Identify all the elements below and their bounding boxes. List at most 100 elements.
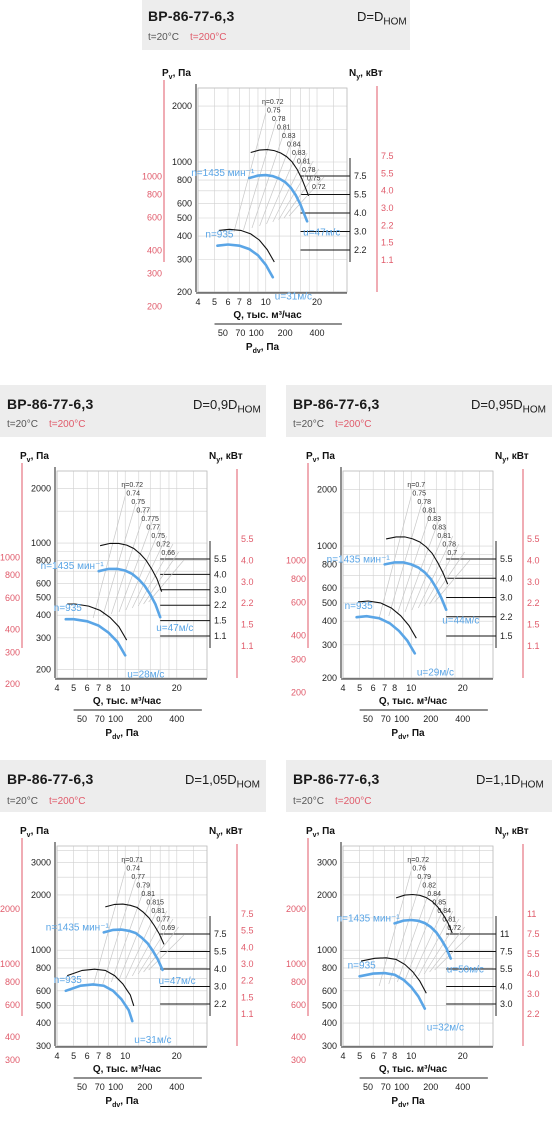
chart-panel-d095: ВР-86-77-6,3 D=0,95DНОМ t=20°C t=200°C 200 30…	[286, 385, 552, 745]
n-axis-title: Ny, кВт	[209, 826, 243, 839]
n-axis-title-sub: y	[216, 457, 220, 464]
n-red-tick-label: 2.2	[527, 598, 540, 608]
n-tick-label: 5.5	[500, 964, 513, 974]
n-red-tick-label: 4.0	[381, 186, 394, 196]
pdv-tick-label: 400	[455, 714, 470, 724]
y-tick-label: 1000	[317, 541, 337, 551]
n-red-tick-label: 2.2	[381, 220, 394, 230]
pressure-curve-935	[358, 971, 427, 1010]
pdv-tick-label: 50	[218, 328, 228, 338]
y-red-tick-label: 600	[291, 1000, 306, 1010]
x-tick-label: 4	[54, 1051, 59, 1061]
efficiency-label: 0.79	[136, 883, 150, 890]
efficiency-label: 0.82	[422, 883, 436, 890]
chart-title: ВР-86-77-6,3	[293, 771, 380, 787]
y-axis-title: Pv, Па	[306, 451, 335, 464]
n-red-tick-label: 1.1	[241, 641, 254, 651]
y-red-tick-label: 600	[291, 597, 306, 607]
rpm-label-935: n=935	[54, 975, 83, 986]
n-tick-label: 4.0	[214, 569, 227, 579]
pdv-axis-title: Pdv, Па	[391, 1096, 425, 1109]
efficiency-label: 0.81	[277, 125, 291, 132]
rpm-label-1435: n=1435 мин⁻¹	[191, 168, 255, 179]
efficiency-label: 0.66	[161, 550, 175, 557]
pressure-curve-935	[355, 614, 417, 655]
n-red-tick-label: 3.0	[241, 959, 254, 969]
y-red-tick-label: 300	[291, 1055, 306, 1065]
x-tick-label: 10	[261, 297, 271, 307]
temp-200-label: t=200°C	[335, 796, 372, 807]
efficiency-line	[417, 535, 454, 609]
efficiency-label: η=0.72	[262, 99, 284, 106]
pressure-curve-1435	[393, 918, 452, 960]
y-tick-label: 2000	[317, 484, 337, 494]
efficiency-label: 0.77	[146, 525, 160, 532]
efficiency-label: 0.775	[141, 516, 159, 523]
y-red-tick-label: 400	[5, 625, 20, 635]
efficiency-label: 0.75	[307, 176, 321, 183]
power-curve	[67, 968, 135, 1007]
efficiency-lines	[378, 870, 471, 987]
efficiency-line	[388, 503, 422, 617]
efficiency-label: 0.78	[302, 167, 316, 174]
y-tick-label: 1000	[31, 538, 51, 548]
power-curve	[395, 893, 453, 934]
x-tick-label: 5	[212, 297, 217, 307]
y-tick-label: 800	[322, 559, 337, 569]
x-tick-label: 4	[340, 683, 345, 693]
chart-svg: 300 400 500 600 800 1000 2000 3000 300 400 600 800 1…	[286, 826, 540, 1109]
n-tick-label: 2.2	[214, 999, 227, 1009]
efficiency-line	[111, 886, 146, 983]
pdv-axis-title-sub: dv	[253, 348, 261, 355]
pdv-axis-title-unit: , Па	[120, 1096, 139, 1107]
pdv-axis-title: Pdv, Па	[105, 1096, 139, 1109]
pressure-curve-1435	[383, 561, 448, 611]
pdv-tick-label: 200	[423, 714, 438, 724]
n-tick-label: 3.0	[500, 593, 513, 603]
n-tick-label: 5.5	[214, 947, 227, 957]
pdv-axis-title-sub: dv	[112, 1102, 120, 1109]
y-tick-label: 300	[36, 1041, 51, 1051]
n-red-tick-label: 4.0	[527, 555, 540, 565]
chart-header: ВР-86-77-6,3 D=1,05DНОМ t=20°C t=200°C	[0, 760, 266, 812]
y-tick-label: 600	[36, 986, 51, 996]
x-axis-title: Q, тыс. м³/час	[379, 1064, 448, 1075]
n-red-tick-label: 1.1	[241, 1009, 254, 1019]
efficiency-line	[434, 934, 471, 971]
efficiency-line	[423, 543, 460, 607]
grid	[56, 470, 208, 678]
efficiency-label: 0.78	[417, 499, 431, 506]
chart-panel-d090: ВР-86-77-6,3 D=0,9DНОМ t=20°C t=200°C 200 300…	[0, 385, 266, 745]
x-tick-label: 6	[85, 683, 90, 693]
y-tick-label: 500	[322, 598, 337, 608]
x-tick-label: 10	[406, 1051, 416, 1061]
y-red-tick-label: 300	[291, 654, 306, 664]
y-tick-label: 800	[36, 556, 51, 566]
y-tick-label: 300	[36, 633, 51, 643]
velocity-label-high: u=44м/с	[442, 616, 479, 627]
rpm-label-1435: n=1435 мин⁻¹	[46, 922, 110, 933]
pressure-curve-1435	[97, 567, 162, 619]
n-tick-label: 2.2	[354, 245, 367, 255]
efficiency-label: 0.72	[156, 542, 170, 549]
efficiency-line	[404, 519, 440, 613]
n-tick-label: 3.0	[214, 585, 227, 595]
y-red-tick-label: 400	[5, 1032, 20, 1042]
y-red-tick-label: 1000	[142, 171, 162, 181]
y-axis-title-unit: , Па	[31, 451, 50, 462]
y-axis-title-sub: v	[313, 457, 317, 464]
chart-panel-d110: ВР-86-77-6,3 D=1,1DНОМ t=20°C t=200°C 300 400…	[286, 760, 552, 1127]
y-tick-label: 500	[36, 1000, 51, 1010]
x-tick-label: 5	[71, 683, 76, 693]
efficiency-line	[251, 128, 286, 229]
temp-200-label: t=200°C	[49, 419, 86, 430]
efficiency-label: 0.81	[442, 917, 456, 924]
efficiency-line	[118, 519, 154, 613]
y-tick-label: 2000	[31, 484, 51, 494]
rpm-label-1435: n=1435 мин⁻¹	[41, 561, 105, 572]
pdv-tick-label: 50	[77, 714, 87, 724]
pressure-curve-935	[64, 617, 127, 657]
pdv-tick-label: 400	[310, 328, 325, 338]
power-curve	[99, 542, 163, 592]
n-red-tick-label: 7.5	[241, 909, 254, 919]
